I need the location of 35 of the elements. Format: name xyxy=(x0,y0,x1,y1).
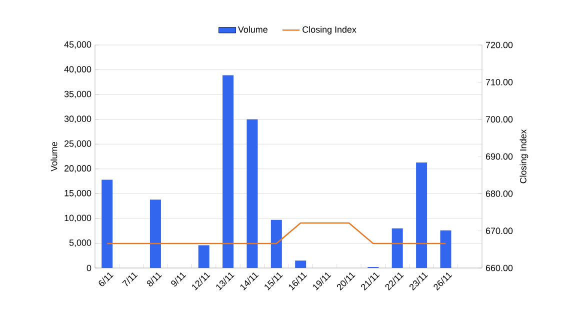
y-tick-label: 40,000 xyxy=(64,66,92,74)
y-axis-title: Volume xyxy=(50,142,58,172)
bar xyxy=(440,230,452,268)
y-tick-label: 10,000 xyxy=(64,214,92,222)
y2-tick-label: 660.00 xyxy=(486,264,513,272)
y-tick-label: 45,000 xyxy=(64,41,92,49)
y-tick-label: 0 xyxy=(86,264,92,272)
y-tick-label: 35,000 xyxy=(64,90,92,98)
x-tick-label: 7/11 xyxy=(122,272,138,286)
bar xyxy=(222,75,234,268)
y2-axis-title: Closing Index xyxy=(520,129,528,184)
y2-tick-label: 670.00 xyxy=(486,228,513,234)
y-tick-label: 25,000 xyxy=(64,140,92,148)
y-tick-label: 5,000 xyxy=(69,240,92,247)
y2-tick-label: 690.00 xyxy=(486,153,513,160)
y2-tick-label: 700.00 xyxy=(486,116,513,123)
x-tick-label: 6/11 xyxy=(98,272,114,286)
y2-tick-label: 720.00 xyxy=(486,42,513,48)
bar xyxy=(416,162,428,268)
bar xyxy=(102,180,113,268)
bar xyxy=(150,200,161,268)
legend-label: Closing Index xyxy=(302,26,356,34)
x-tick-label: 8/11 xyxy=(146,272,162,286)
bar xyxy=(198,245,210,268)
bar xyxy=(392,228,403,268)
y-tick-label: 20,000 xyxy=(64,165,92,173)
y-tick-label: 15,000 xyxy=(64,190,92,198)
bar xyxy=(246,119,258,268)
y2-tick-label: 680.00 xyxy=(486,190,513,197)
legend-label: Volume xyxy=(238,26,268,33)
bar xyxy=(295,260,306,268)
y2-tick-label: 710.00 xyxy=(486,78,513,86)
y-tick-label: 30,000 xyxy=(64,116,92,124)
bar xyxy=(270,220,282,268)
x-tick-label: 9/11 xyxy=(171,272,186,286)
